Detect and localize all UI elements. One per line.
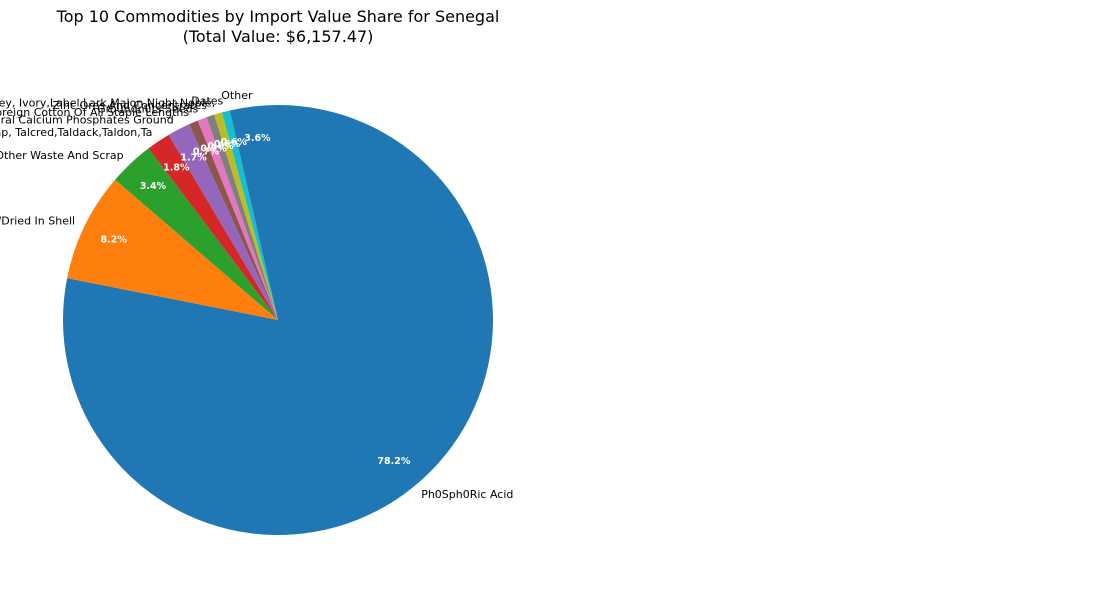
slice-percent-label: 0.6% xyxy=(221,137,248,148)
slice-percent-label: 0.7% xyxy=(193,147,220,158)
slice-category-label: Other Waste And Scrap xyxy=(0,149,124,162)
pie-slice xyxy=(221,110,278,320)
pie-slice xyxy=(115,148,278,320)
pie-slice xyxy=(188,120,278,320)
slice-category-label: Groundnuts Seeds xyxy=(97,102,198,115)
slice-category-label: Dates xyxy=(191,95,223,108)
slice-percent-label: 0.6% xyxy=(214,139,241,150)
slice-percent-label: 78.2% xyxy=(377,456,410,467)
slice-percent-label: 0.6% xyxy=(207,141,234,152)
pie-slices xyxy=(62,105,493,535)
pie-slice xyxy=(197,117,278,320)
slice-category-label: Aluminium Scrap Coverd By Isri Code Tabl… xyxy=(0,126,152,139)
slice-category-label: Foreign Cotton Of All Staple Lengths xyxy=(0,106,189,119)
slice-category-label: Other xyxy=(221,89,253,102)
pie-slice xyxy=(148,134,278,320)
chart-title: Top 10 Commodities by Import Value Share… xyxy=(56,7,500,46)
slice-category-label: Cashen Nuts Fresh/Dried In Shell xyxy=(0,215,75,228)
slice-percent-label: 8.2% xyxy=(101,234,128,245)
pie-category-labels: Ph0Sph0Ric Acid Cashen Nuts Fresh/Dried I… xyxy=(0,89,513,501)
pie-slice xyxy=(168,124,278,320)
pie-percent-labels: 78.2% 8.2% 3.4% 1.8%1.7%0.7%0.7%0.6%0.6%0.6… xyxy=(101,133,411,467)
slice-percent-label: 3.4% xyxy=(140,181,167,192)
slice-category-label: Zinc Ores And Concentrates xyxy=(52,99,207,112)
pie-slice xyxy=(62,105,493,535)
pie-slice xyxy=(229,105,278,320)
pie-slice xyxy=(214,112,278,321)
slice-percent-label: 1.8% xyxy=(163,163,190,174)
slice-percent-label: 3.6% xyxy=(244,133,271,144)
slice-percent-label: 0.7% xyxy=(200,144,227,155)
pie-slice xyxy=(206,114,278,321)
slice-percent-label: 1.7% xyxy=(180,152,207,163)
slice-category-label: Natural Calcium Phosphates Ground xyxy=(0,113,174,126)
slice-category-label: Ph0Sph0Ric Acid xyxy=(421,488,513,501)
pie-slice xyxy=(67,179,279,320)
slice-category-label: Brass Scrap Covered By Isri Code Drink ,… xyxy=(0,97,215,110)
